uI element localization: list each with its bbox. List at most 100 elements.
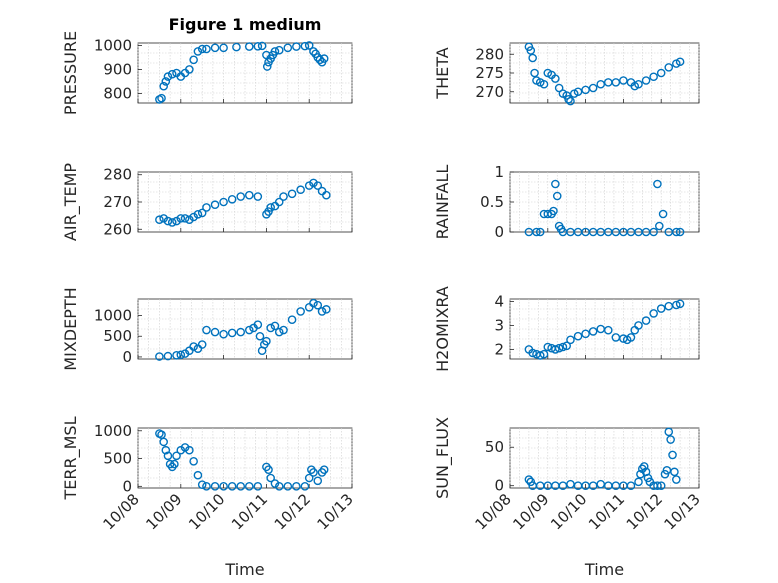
y-axis-label: THETA — [433, 47, 452, 99]
data-point — [202, 44, 211, 54]
data-point — [322, 190, 331, 200]
y-axis-label: SUN_FLUX — [433, 417, 453, 499]
data-point — [611, 78, 621, 87]
x-tick-label: 10/12 — [271, 490, 314, 533]
data-point — [170, 459, 179, 469]
data-point — [634, 477, 643, 487]
data-point — [581, 85, 590, 95]
data-point — [236, 482, 246, 491]
data-point — [236, 327, 246, 337]
data-point — [668, 450, 677, 460]
data-point — [551, 74, 560, 83]
data-point — [641, 76, 651, 85]
data-point — [626, 333, 636, 342]
data-point — [558, 342, 568, 352]
y-axis-label: PRESSURE — [61, 31, 80, 115]
data-point — [176, 445, 186, 455]
y-axis-label: AIR_TEMP — [61, 163, 81, 241]
data-point — [539, 79, 549, 89]
data-point — [270, 321, 280, 331]
data-point — [528, 53, 537, 63]
data-point — [526, 46, 536, 55]
data-point — [304, 473, 314, 483]
data-point — [266, 323, 275, 333]
data-point — [672, 475, 681, 484]
data-point — [274, 482, 284, 491]
data-point — [197, 208, 207, 218]
data-point — [172, 216, 181, 226]
y-axis-label: RAINFALL — [433, 165, 452, 240]
data-point — [244, 42, 254, 51]
data-point — [296, 307, 305, 316]
data-point — [159, 214, 168, 223]
data-point — [172, 451, 181, 461]
data-point — [309, 298, 318, 308]
data-point — [304, 41, 314, 50]
data-point — [313, 476, 323, 486]
x-tick-label: 10/09 — [142, 490, 185, 533]
data-point — [219, 482, 228, 491]
data-point — [255, 331, 265, 341]
data-point — [675, 57, 685, 67]
data-point — [264, 465, 273, 474]
data-point — [193, 47, 203, 56]
y-tick-label: 260 — [103, 220, 132, 238]
data-point — [566, 96, 575, 106]
data-point — [197, 44, 207, 54]
data-point — [185, 215, 194, 225]
data-point — [626, 481, 636, 490]
data-point — [274, 327, 284, 337]
data-point — [287, 315, 297, 324]
data-point — [161, 77, 171, 86]
data-point — [155, 215, 164, 225]
y-tick-label: 500 — [103, 450, 132, 468]
data-point — [664, 427, 674, 437]
data-point — [262, 336, 271, 346]
data-point — [653, 179, 662, 189]
data-point — [193, 470, 203, 480]
data-point — [634, 321, 643, 330]
data-point — [658, 209, 668, 219]
data-point — [253, 192, 263, 201]
data-point — [524, 475, 534, 484]
data-point — [656, 68, 666, 78]
data-point — [227, 194, 237, 204]
data-point — [292, 42, 301, 51]
y-tick-label: 275 — [475, 64, 504, 82]
data-point — [675, 227, 685, 237]
x-tick-label: 10/13 — [661, 490, 704, 533]
data-point — [313, 181, 323, 190]
y-axis-label: H2OMIXRA — [433, 286, 452, 372]
data-point — [210, 482, 220, 491]
data-point — [274, 45, 284, 55]
subplot-pressure: 800 900 1000 PRESSURE — [61, 31, 353, 115]
y-tick-label: 900 — [103, 60, 132, 78]
y-tick-label: 1000 — [94, 36, 132, 54]
data-point — [322, 305, 331, 314]
data-point — [283, 43, 293, 53]
data-point — [262, 62, 272, 71]
data-point — [319, 465, 329, 474]
data-point — [656, 304, 666, 313]
data-point — [588, 83, 598, 93]
data-point — [304, 181, 314, 190]
data-point — [219, 329, 228, 339]
data-point — [202, 325, 211, 335]
data-point — [270, 479, 280, 488]
data-point — [227, 328, 237, 338]
data-point — [176, 350, 186, 360]
subplot-mixdepth: 0 500 1000 MIXDEPTH — [61, 287, 353, 371]
data-point — [197, 480, 207, 489]
y-tick-label: 0 — [122, 348, 132, 366]
data-point — [664, 63, 674, 72]
data-point — [666, 435, 675, 444]
y-tick-label: 500 — [103, 327, 132, 345]
data-point — [313, 300, 323, 310]
data-point — [189, 212, 198, 222]
y-tick-label: 0 — [494, 477, 504, 495]
data-point — [219, 197, 228, 207]
data-point — [279, 325, 288, 335]
data-point — [253, 320, 263, 329]
data-point — [266, 473, 275, 483]
